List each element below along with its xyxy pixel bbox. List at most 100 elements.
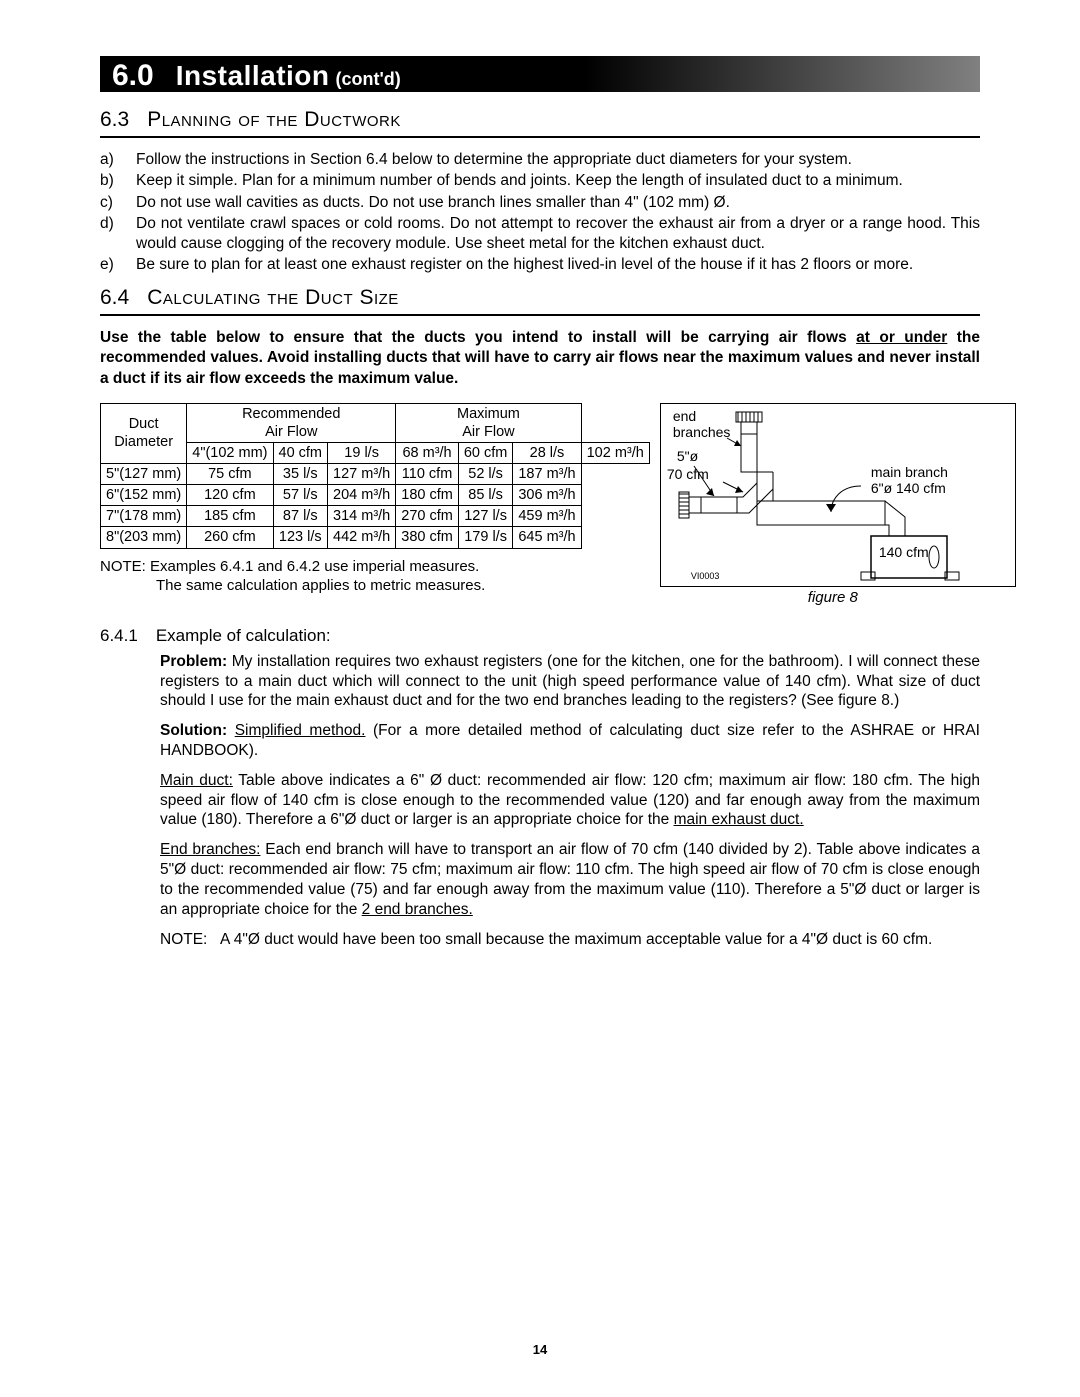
cell-diam: 6"(152 mm) (101, 485, 187, 506)
cell: 179 l/s (458, 527, 513, 548)
table-row: 8"(203 mm) 260 cfm 123 l/s 442 m³/h 380 … (101, 527, 650, 548)
cell: 260 cfm (187, 527, 273, 548)
cell: 57 l/s (273, 485, 328, 506)
table-figure-row: DuctDiameter Recommended Air Flow Maximum… (100, 403, 980, 606)
cell: 120 cfm (187, 485, 273, 506)
table-wrapper: DuctDiameter Recommended Air Flow Maximum… (100, 403, 650, 596)
end-branches-para: End branches: Each end branch will have … (160, 840, 980, 919)
two-end-branches: 2 end branches. (362, 901, 473, 918)
subsection-6-3-num: 6.3 (100, 108, 129, 132)
cell-diam: 4"(102 mm) (187, 442, 273, 463)
th-rec-2: Air Flow (265, 424, 317, 440)
list-marker: c) (100, 193, 136, 212)
th-maximum: Maximum Air Flow (396, 403, 581, 442)
main-duct-para: Main duct: Table above indicates a 6" Ø … (160, 771, 980, 830)
list-6-3: a)Follow the instructions in Section 6.4… (100, 150, 980, 274)
list-item: a)Follow the instructions in Section 6.4… (100, 150, 980, 169)
section-number: 6.0 (112, 59, 154, 93)
cell: 68 m³/h (396, 442, 459, 463)
cell: 75 cfm (187, 464, 273, 485)
th-max-1: Maximum (457, 406, 520, 422)
th-recommended: Recommended Air Flow (187, 403, 396, 442)
list-item: e)Be sure to plan for at least one exhau… (100, 255, 980, 274)
subsection-6-3-title: Planning of the Ductwork (147, 108, 401, 132)
table-note: NOTE: Examples 6.4.1 and 6.4.2 use imper… (100, 557, 650, 596)
fig-label-70cfm: 70 cfm (667, 466, 709, 483)
subsection-6-4-num: 6.4 (100, 286, 129, 310)
example-block: Problem: My installation requires two ex… (160, 652, 980, 950)
main-duct-label: Main duct: (160, 772, 233, 789)
main-duct-text: Table above indicates a 6" Ø duct: recom… (160, 772, 980, 829)
figure-8: end branches 5"ø 70 cfm main branch 6"ø … (660, 403, 1016, 587)
table-row: 6"(152 mm) 120 cfm 57 l/s 204 m³/h 180 c… (101, 485, 650, 506)
subsection-6-4-1-title: Example of calculation: (156, 626, 331, 646)
cell: 60 cfm (458, 442, 513, 463)
figure-8-wrapper: end branches 5"ø 70 cfm main branch 6"ø … (650, 403, 1016, 606)
table-row: 7"(178 mm) 185 cfm 87 l/s 314 m³/h 270 c… (101, 506, 650, 527)
rule-6-4 (100, 314, 980, 316)
solution-label: Solution: (160, 722, 227, 739)
list-item: d)Do not ventilate crawl spaces or cold … (100, 214, 980, 253)
rule-6-3 (100, 136, 980, 138)
cell: 314 m³/h (328, 506, 396, 527)
cell: 40 cfm (273, 442, 328, 463)
cell-diam: 7"(178 mm) (101, 506, 187, 527)
solution-para: Solution: Simplified method. (For a more… (160, 721, 980, 761)
cell: 204 m³/h (328, 485, 396, 506)
list-text: Be sure to plan for at least one exhaust… (136, 255, 980, 274)
cell: 127 l/s (458, 506, 513, 527)
cell: 127 m³/h (328, 464, 396, 485)
note-text: A 4"Ø duct would have been too small bec… (220, 930, 932, 950)
subsection-6-4-header: 6.4 Calculating the Duct Size (100, 286, 980, 310)
list-marker: a) (100, 150, 136, 169)
section-title: Installation (176, 60, 330, 92)
th-rec-1: Recommended (242, 406, 340, 422)
cell: 52 l/s (458, 464, 513, 485)
section-contd: (cont'd) (336, 69, 401, 90)
subsection-6-4-1-num: 6.4.1 (100, 626, 138, 646)
end-branches-label: End branches: (160, 841, 260, 858)
table-note-line2: The same calculation applies to metric m… (100, 576, 650, 596)
cell: 110 cfm (396, 464, 459, 485)
intro-lead: Use the table below to ensure that the d… (100, 329, 856, 346)
table-note-line1: NOTE: Examples 6.4.1 and 6.4.2 use imper… (100, 558, 479, 575)
cell: 28 l/s (513, 442, 581, 463)
solution-method: Simplified method. (235, 722, 366, 739)
intro-6-4: Use the table below to ensure that the d… (100, 328, 980, 388)
fig-label-main-branch: main branch (871, 464, 948, 481)
cell-diam: 5"(127 mm) (101, 464, 187, 485)
th-diam-2: Diameter (114, 434, 173, 450)
list-item: c)Do not use wall cavities as ducts. Do … (100, 193, 980, 212)
cell: 180 cfm (396, 485, 459, 506)
list-marker: e) (100, 255, 136, 274)
fig-code: VI0003 (691, 571, 720, 582)
cell: 187 m³/h (513, 464, 581, 485)
note-label: NOTE: (160, 930, 220, 950)
problem-label: Problem: (160, 653, 227, 670)
intro-underline: at or under (856, 329, 947, 346)
cell: 123 l/s (273, 527, 328, 548)
problem-para: Problem: My installation requires two ex… (160, 652, 980, 711)
list-text: Keep it simple. Plan for a minimum numbe… (136, 171, 980, 190)
cell: 87 l/s (273, 506, 328, 527)
subsection-6-4-title: Calculating the Duct Size (147, 286, 399, 310)
cell: 442 m³/h (328, 527, 396, 548)
problem-text: My installation requires two exhaust reg… (160, 653, 980, 710)
cell: 306 m³/h (513, 485, 581, 506)
fig-label-end-branches: end branches (673, 408, 731, 442)
cell: 102 m³/h (581, 442, 649, 463)
th-diameter: DuctDiameter (101, 403, 187, 463)
example-note: NOTE: A 4"Ø duct would have been too sma… (160, 930, 980, 950)
section-header: 6.0 Installation (cont'd) (100, 56, 980, 92)
list-text: Do not ventilate crawl spaces or cold ro… (136, 214, 980, 253)
cell: 185 cfm (187, 506, 273, 527)
list-item: b)Keep it simple. Plan for a minimum num… (100, 171, 980, 190)
duct-table: DuctDiameter Recommended Air Flow Maximum… (100, 403, 650, 549)
th-max-2: Air Flow (462, 424, 514, 440)
table-header-row: DuctDiameter RecommendedAir Flow Maximum… (101, 403, 650, 442)
cell: 645 m³/h (513, 527, 581, 548)
figure-caption: figure 8 (650, 589, 1016, 606)
fig-label-140cfm: 140 cfm (879, 544, 929, 561)
list-text: Do not use wall cavities as ducts. Do no… (136, 193, 980, 212)
cell: 270 cfm (396, 506, 459, 527)
